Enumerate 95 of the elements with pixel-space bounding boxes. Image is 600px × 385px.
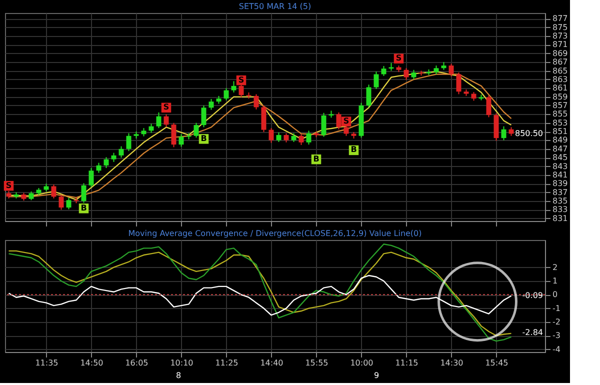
candlestick (276, 132, 282, 142)
candlestick (66, 197, 72, 210)
y-tick-label: 835 (552, 196, 568, 206)
y-tick-label: 857 (552, 100, 568, 110)
chart-title: Moving Average Convergence / Divergence(CLOSE,26,12,9) Value Line(0) (128, 229, 422, 238)
candlestick (306, 130, 312, 146)
candlestick (261, 104, 266, 132)
y-tick-label: 873 (552, 32, 568, 41)
x-tick-label: 15:45 (485, 358, 508, 368)
data-label: S (163, 102, 170, 112)
x-tick-label: 11:35 (35, 358, 58, 368)
x-tick-label: 14:40 (260, 358, 284, 368)
candlestick (156, 112, 162, 129)
candlestick (268, 128, 274, 144)
data-label: S (6, 180, 12, 190)
x-tick-label: 15:55 (305, 358, 328, 368)
candlestick (501, 126, 506, 141)
data-label: B (80, 203, 87, 212)
candlestick (58, 194, 64, 210)
text: 9 (374, 371, 380, 380)
candlestick (321, 112, 326, 138)
data-label: B (313, 154, 320, 164)
y-tick-label: 865 (552, 66, 568, 76)
y-tick-label: 831 (552, 214, 568, 223)
candlestick (171, 122, 176, 148)
candlestick (298, 134, 304, 146)
chart-title: SET50 MAR 14 (5) (238, 2, 312, 11)
candlestick (118, 146, 124, 158)
candlestick (178, 134, 184, 148)
data-label: S (396, 54, 402, 63)
y-tick-label: 871 (552, 40, 568, 50)
data-label: B (200, 134, 207, 143)
y-tick-label: 855 (552, 110, 568, 119)
candlestick (494, 112, 499, 142)
y-tick-label: 837 (552, 188, 568, 197)
y-tick-label: 851 (552, 127, 568, 136)
text: 8 (176, 371, 182, 380)
y-tick-label: 877 (552, 14, 568, 24)
candlestick (254, 94, 259, 110)
y-tick-label: 841 (552, 170, 568, 180)
x-tick-label: 10:10 (170, 358, 194, 368)
y-tick-label: 833 (552, 205, 568, 214)
y-tick-label: -3 (552, 331, 560, 340)
candlestick (486, 95, 492, 118)
y-tick-label: 875 (552, 22, 568, 32)
y-tick-label: -4 (552, 344, 560, 354)
data-label: B (350, 145, 357, 154)
x-tick-label: 10:00 (350, 358, 374, 368)
y-tick-label: -1 (552, 304, 560, 313)
y-tick-label: 847 (552, 144, 568, 154)
y-tick-label: 859 (552, 92, 568, 102)
y-tick-label: 863 (552, 74, 568, 84)
candlestick (104, 156, 109, 169)
candlestick (284, 132, 289, 143)
x-tick-label: 11:25 (215, 358, 238, 368)
candlestick (81, 182, 86, 204)
text: -2.84 (522, 328, 543, 337)
candlestick (201, 104, 206, 128)
candlestick (208, 98, 214, 110)
y-tick-label: 867 (552, 58, 568, 67)
y-tick-label: 2 (552, 262, 558, 272)
y-tick-label: 853 (552, 118, 568, 128)
candlestick (231, 80, 236, 93)
y-tick-label: 849 (552, 136, 568, 145)
x-tick-label: 16:05 (125, 358, 148, 368)
y-tick-label: 861 (552, 84, 568, 93)
x-tick-label: 14:50 (80, 358, 104, 368)
candlestick (411, 69, 416, 80)
candlestick (366, 84, 372, 108)
candlestick (224, 88, 229, 101)
text: -0.09 (522, 291, 543, 300)
candlestick (194, 122, 199, 138)
candlestick (88, 168, 94, 188)
candlestick (448, 63, 454, 77)
candlestick (96, 162, 102, 174)
candlestick (381, 65, 386, 76)
candlestick (148, 123, 154, 134)
x-tick-label: 14:30 (440, 358, 464, 368)
annotation: 850.50 (515, 129, 543, 138)
y-tick-label: 869 (552, 48, 568, 58)
y-tick-label: 1 (552, 276, 558, 286)
candlestick (126, 132, 132, 152)
y-tick-label: 0 (552, 290, 558, 300)
candlestick (51, 184, 56, 199)
data-label: S (343, 116, 350, 126)
y-tick-label: 843 (552, 162, 568, 171)
y-tick-label: 845 (552, 153, 568, 162)
x-tick-label: 11:15 (395, 358, 418, 368)
candlestick (404, 68, 409, 80)
candlestick (456, 72, 462, 95)
candlestick (374, 71, 379, 90)
y-tick-label: -2 (552, 317, 560, 326)
candlestick (111, 152, 116, 162)
data-label: S (238, 75, 244, 84)
y-tick-label: 839 (552, 179, 568, 188)
